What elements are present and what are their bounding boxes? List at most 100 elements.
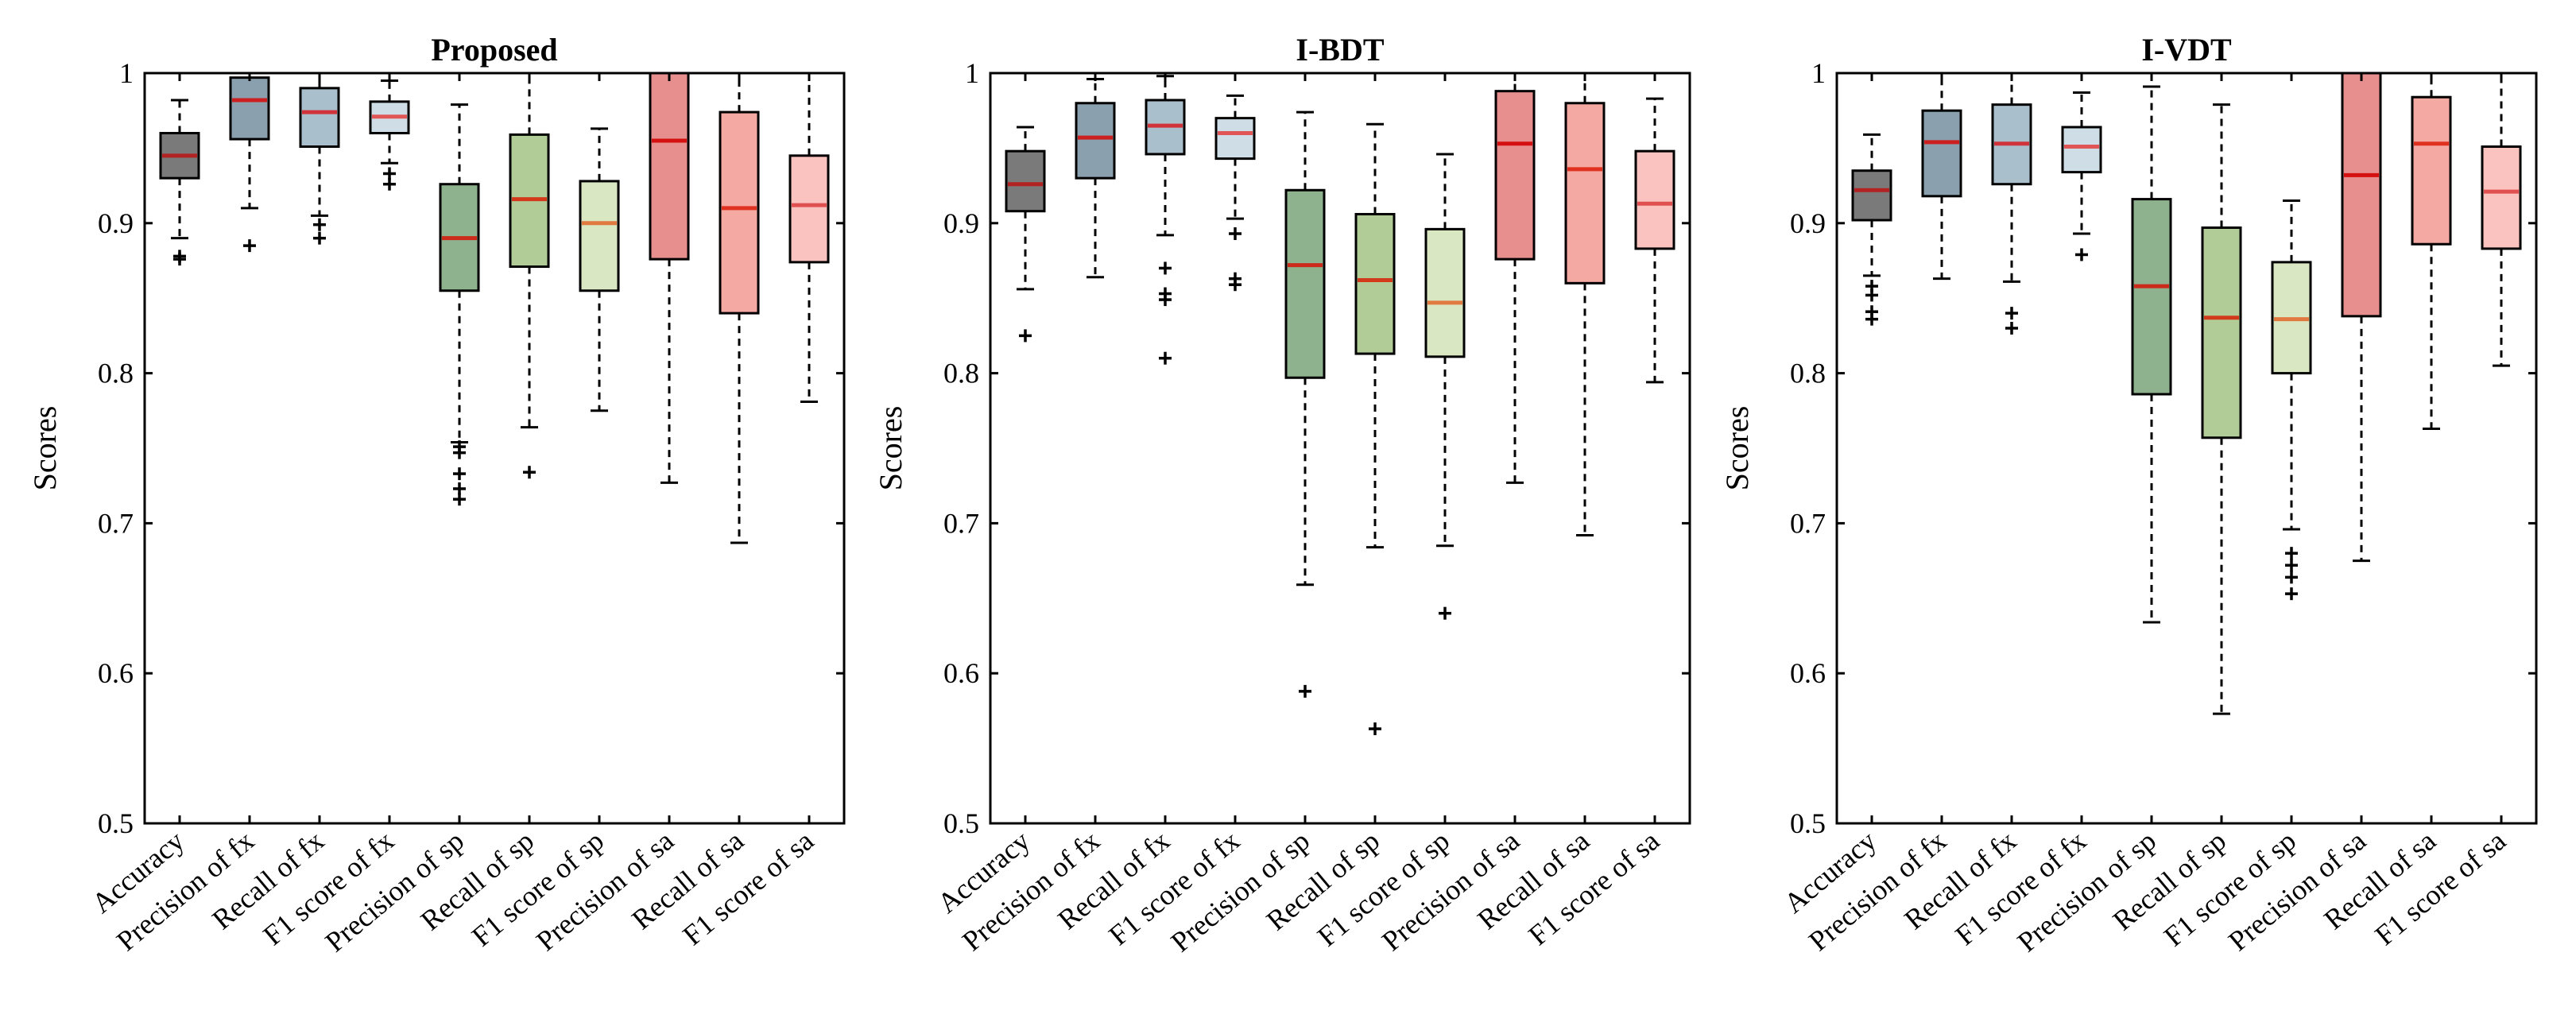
outlier-marker <box>1865 305 1878 319</box>
box-group-1 <box>159 99 200 266</box>
outlier-marker <box>453 467 466 481</box>
iqr-box <box>1005 149 1046 213</box>
ytick-label: 0.8 <box>98 358 134 389</box>
box-group-8 <box>1494 72 1536 484</box>
iqr-box <box>1851 169 1892 222</box>
box-group-3 <box>299 72 340 245</box>
box-group-1 <box>1851 133 1892 326</box>
iqr-box <box>1921 109 1962 198</box>
ytick-label: 1 <box>119 57 134 89</box>
iqr-box <box>299 87 340 149</box>
chart-title: I-BDT <box>1296 32 1384 68</box>
outlier-marker <box>1159 287 1172 300</box>
iqr-box <box>2341 72 2382 318</box>
ytick-label: 0.5 <box>943 807 979 839</box>
ytick-label: 0.5 <box>98 807 134 839</box>
ytick-label: 0.9 <box>1790 207 1826 239</box>
outlier-marker <box>2075 248 2088 261</box>
iqr-box <box>229 76 270 141</box>
outlier-marker <box>173 250 186 263</box>
outlier-marker <box>383 167 396 180</box>
outlier-marker <box>243 239 256 253</box>
ytick-label: 1 <box>965 57 979 89</box>
outlier-marker <box>2285 547 2298 560</box>
outlier-marker <box>523 466 536 479</box>
box-group-7 <box>579 127 620 412</box>
box-group-3 <box>1145 75 1186 365</box>
ytick-label: 0.7 <box>1790 507 1826 539</box>
ytick-label: 0.8 <box>1790 358 1826 389</box>
box-group-10 <box>1634 97 1675 384</box>
outlier-marker <box>453 482 466 495</box>
iqr-box <box>1075 102 1116 180</box>
box-group-10 <box>2481 72 2522 367</box>
iqr-box <box>719 110 760 315</box>
ytick-label: 1 <box>1811 57 1826 89</box>
iqr-box <box>2481 145 2522 250</box>
outlier-marker <box>2285 571 2298 584</box>
outlier-marker <box>1159 351 1172 365</box>
ytick-label: 0.9 <box>98 207 134 239</box>
chart-title: I-VDT <box>2141 32 2232 68</box>
box-group-2 <box>1921 72 1962 281</box>
ytick-label: 0.6 <box>1790 657 1826 689</box>
outlier-marker <box>313 231 326 245</box>
outlier-marker <box>1019 329 1032 343</box>
axes-frame <box>1835 72 2538 825</box>
outlier-marker <box>1229 272 1242 285</box>
ytick-label: 0.7 <box>943 507 979 539</box>
box-group-1 <box>1005 126 1046 343</box>
y-axis-label: Scores <box>873 406 908 491</box>
box-group-7 <box>1424 153 1466 620</box>
axes-frame <box>143 72 846 825</box>
outlier-marker <box>453 440 466 454</box>
iqr-box <box>1564 102 1606 285</box>
iqr-box <box>1634 149 1675 250</box>
box-group-5 <box>2131 85 2172 624</box>
box-group-10 <box>788 72 830 403</box>
box-group-2 <box>229 72 270 253</box>
iqr-box <box>1214 117 1256 161</box>
box-group-7 <box>2271 199 2312 601</box>
axes-frame <box>989 72 1691 825</box>
outlier-marker <box>1229 227 1242 241</box>
box-group-9 <box>1564 72 1606 537</box>
box-group-6 <box>509 72 550 479</box>
box-group-9 <box>719 72 760 544</box>
ytick-label: 0.8 <box>943 358 979 389</box>
iqr-box <box>2411 95 2452 246</box>
iqr-box <box>1354 212 1396 355</box>
chart-title: Proposed <box>431 32 557 68</box>
iqr-box <box>2131 198 2172 396</box>
box-group-5 <box>1284 110 1326 698</box>
outlier-marker <box>1299 684 1311 698</box>
y-axis-label: Scores <box>27 406 63 491</box>
outlier-marker <box>1865 280 1878 293</box>
ytick-label: 0.6 <box>98 657 134 689</box>
outlier-marker <box>1159 261 1172 275</box>
iqr-box <box>1494 90 1536 261</box>
iqr-box <box>2201 226 2242 439</box>
box-group-5 <box>439 103 480 506</box>
iqr-box <box>1284 188 1326 379</box>
iqr-box <box>788 154 830 264</box>
box-group-6 <box>1354 122 1396 736</box>
box-group-4 <box>369 79 410 191</box>
ytick-label: 0.9 <box>943 207 979 239</box>
outlier-marker <box>2285 587 2298 601</box>
box-group-3 <box>1991 72 2032 335</box>
box-group-9 <box>2411 72 2452 430</box>
ytick-label: 0.6 <box>943 657 979 689</box>
iqr-box <box>1424 227 1466 358</box>
y-axis-label: Scores <box>1719 406 1755 491</box>
box-group-4 <box>2061 91 2102 261</box>
box-group-4 <box>1214 94 1256 292</box>
box-group-2 <box>1075 78 1116 279</box>
outlier-marker <box>1369 722 1381 736</box>
box-group-8 <box>2341 72 2382 563</box>
outlier-marker <box>2005 321 2018 335</box>
